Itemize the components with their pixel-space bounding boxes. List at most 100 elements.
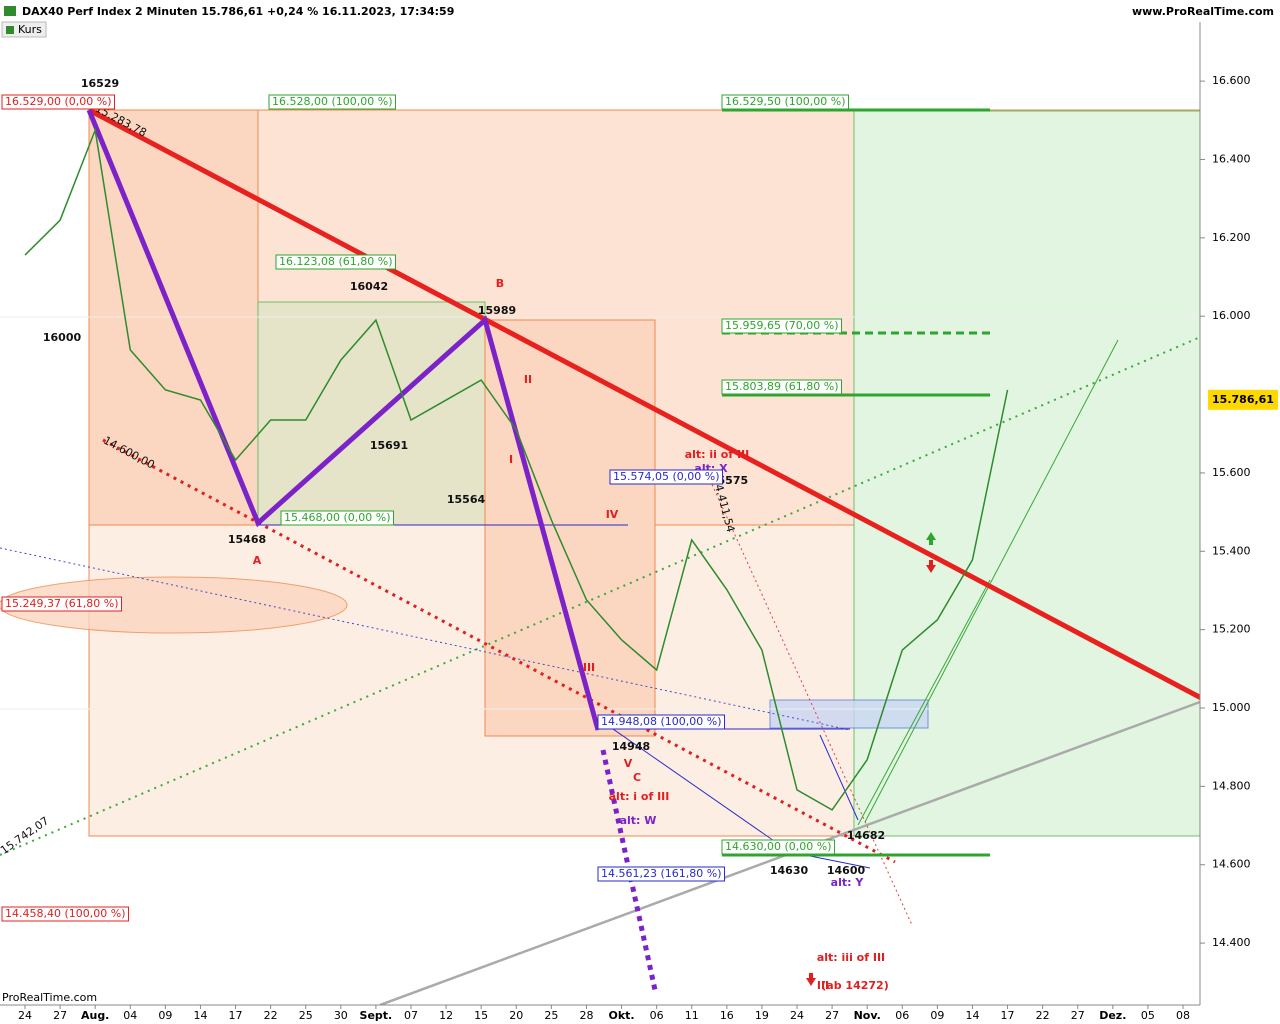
- annotation: A: [253, 554, 262, 567]
- price-line: [24, 127, 1009, 811]
- ellipse: [0, 576, 348, 634]
- level-label: 14.458,40 (100,00 %): [5, 907, 126, 920]
- level-label: 14.561,23 (161,80 %): [601, 867, 722, 880]
- x-tick-label: 14: [193, 1009, 207, 1022]
- x-tick-label: 09: [930, 1009, 944, 1022]
- fib-box: [484, 319, 656, 737]
- level-label: 15.959,65 (70,00 %): [725, 319, 839, 332]
- level-label: 14.630,00 (0,00 %): [725, 840, 832, 853]
- level-box: [275, 254, 397, 270]
- trend-line: [709, 479, 913, 926]
- level-label: 16.529,00 (0,00 %): [5, 95, 112, 108]
- trend-line: [857, 579, 991, 826]
- x-tick-label: 14: [965, 1009, 979, 1022]
- level-box: [597, 866, 726, 882]
- trend-line: [102, 438, 896, 864]
- x-tick-label: 08: [1176, 1009, 1190, 1022]
- annotation: 15691: [370, 439, 408, 452]
- header-icon: [4, 6, 16, 16]
- x-tick-label: Aug.: [81, 1009, 109, 1022]
- header: [0, 0, 1280, 22]
- level-box: [280, 510, 395, 526]
- annotation: 16000: [43, 331, 82, 344]
- x-tick-label: 22: [264, 1009, 278, 1022]
- annotation: 15468: [228, 533, 266, 546]
- trend-line: [87, 107, 1207, 703]
- level-box: [609, 469, 724, 485]
- y-tick-label: 16.600: [1212, 74, 1251, 87]
- trend-line: [0, 334, 1206, 856]
- legend-swatch: [6, 26, 14, 34]
- x-tick-label: 30: [334, 1009, 348, 1022]
- level-box: [721, 839, 836, 855]
- x-tick-label: Sept.: [360, 1009, 393, 1022]
- arrow-down: [926, 560, 936, 573]
- last-value-box: [1208, 389, 1278, 410]
- annotation: V: [624, 757, 633, 770]
- y-tick-label: 15.400: [1212, 544, 1251, 557]
- x-tick-label: 24: [18, 1009, 32, 1022]
- x-tick-label: 28: [579, 1009, 593, 1022]
- level-box: [1, 906, 130, 922]
- level-label: 16.123,08 (61,80 %): [279, 255, 393, 268]
- level-box: [1, 596, 123, 612]
- footer: ProRealTime.com: [2, 991, 97, 1004]
- x-tick-label: 25: [544, 1009, 558, 1022]
- legend-label: Kurs: [18, 23, 42, 36]
- x-tick-label: 24: [790, 1009, 804, 1022]
- trend-line: [864, 339, 1119, 823]
- x-tick-label: 07: [404, 1009, 418, 1022]
- level-box: [1, 94, 116, 110]
- x-tick-label: Nov.: [854, 1009, 881, 1022]
- annotation: B: [496, 277, 504, 290]
- x-tick-label: Dez.: [1099, 1009, 1126, 1022]
- y-tick-label: 15.200: [1212, 623, 1251, 636]
- annotation: (ab 14272): [821, 979, 888, 992]
- last-value-label: 15.786,61: [1212, 393, 1274, 406]
- y-tick-label: 15.600: [1212, 466, 1251, 479]
- x-tick-label: 15: [474, 1009, 488, 1022]
- x-tick-label: 11: [685, 1009, 699, 1022]
- x-tick-label: 06: [895, 1009, 909, 1022]
- x-axis-area: [0, 1005, 1280, 1024]
- annotation: IV: [606, 508, 619, 521]
- level-label: 15.574,05 (0,00 %): [613, 470, 720, 483]
- annotation: alt: iii of III: [817, 951, 885, 964]
- level-box: [721, 318, 843, 334]
- x-tick-label: 22: [1036, 1009, 1050, 1022]
- y-tick-label: 14.600: [1212, 858, 1251, 871]
- level-box: [268, 94, 397, 110]
- annotation: 15989: [478, 304, 516, 317]
- arrow-up: [926, 532, 936, 545]
- level-label: 15.468,00 (0,00 %): [284, 511, 391, 524]
- zone-box: [769, 699, 929, 729]
- x-tick-label: 25: [299, 1009, 313, 1022]
- y-tick-label: 15.000: [1212, 701, 1251, 714]
- x-tick-label: 27: [825, 1009, 839, 1022]
- x-tick-label: 17: [229, 1009, 243, 1022]
- level-label: 15.803,89 (61,80 %): [725, 380, 839, 393]
- annotation: III: [817, 979, 829, 992]
- annotation: 14630: [770, 864, 809, 877]
- x-tick-label: 04: [123, 1009, 137, 1022]
- x-tick-label: 12: [439, 1009, 453, 1022]
- x-tick-label: Okt.: [608, 1009, 634, 1022]
- annotation: 14682: [847, 829, 885, 842]
- annotation: 16529: [81, 77, 119, 90]
- x-tick-label: 16: [720, 1009, 734, 1022]
- y-tick-label: 16.200: [1212, 231, 1251, 244]
- level-box: [721, 379, 843, 395]
- x-tick-label: 20: [509, 1009, 523, 1022]
- y-tick-label: 16.000: [1212, 309, 1251, 322]
- x-tick-label: 27: [1071, 1009, 1085, 1022]
- x-tick-label: 27: [53, 1009, 67, 1022]
- annotation: 15564: [447, 493, 486, 506]
- annotation: alt: ii of III: [685, 448, 750, 461]
- trend-line: [819, 734, 859, 821]
- arrow-down: [806, 973, 816, 986]
- annotation: III: [583, 661, 595, 674]
- annotation: C: [633, 771, 641, 784]
- source: www.ProRealTime.com: [1132, 5, 1274, 18]
- level-label: 15.249,37 (61,80 %): [5, 597, 119, 610]
